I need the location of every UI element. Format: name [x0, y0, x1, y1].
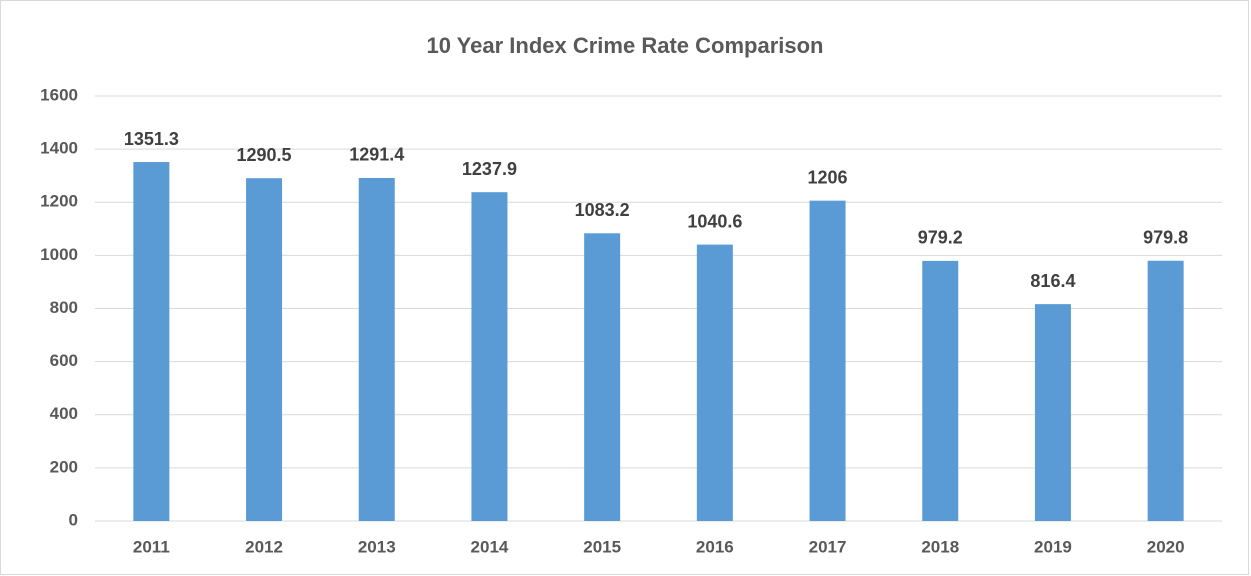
- bar: [358, 177, 395, 522]
- y-tick-label: 1400: [40, 139, 78, 158]
- chart-title: 10 Year Index Crime Rate Comparison: [427, 33, 824, 58]
- y-tick-label: 200: [50, 457, 78, 476]
- bar: [696, 244, 733, 521]
- y-tick-label: 1600: [40, 85, 78, 104]
- y-tick-label: 600: [50, 351, 78, 370]
- x-tick-label: 2017: [809, 537, 847, 556]
- bar: [246, 178, 283, 521]
- bar: [133, 162, 170, 521]
- x-tick-label: 2018: [921, 537, 959, 556]
- y-tick-label: 0: [69, 510, 78, 529]
- data-label: 1291.4: [349, 145, 404, 165]
- data-label: 1083.2: [575, 200, 630, 220]
- bar: [922, 260, 959, 521]
- y-tick-label: 1000: [40, 245, 78, 264]
- y-tick-label: 400: [50, 404, 78, 423]
- data-label: 1351.3: [124, 129, 179, 149]
- bar: [584, 233, 621, 521]
- data-label: 979.2: [918, 228, 963, 248]
- x-tick-label: 2011: [133, 537, 170, 556]
- bar: [1147, 260, 1184, 521]
- x-tick-label: 2013: [358, 537, 396, 556]
- data-label: 1206: [808, 167, 848, 187]
- data-label: 816.4: [1030, 271, 1075, 291]
- bar: [471, 192, 508, 522]
- data-label: 1040.6: [687, 211, 742, 231]
- bar: [809, 200, 846, 521]
- x-tick-label: 2014: [471, 537, 509, 556]
- data-label: 979.8: [1143, 227, 1188, 247]
- y-tick-label: 1200: [40, 192, 78, 211]
- x-tick-label: 2019: [1034, 537, 1072, 556]
- data-label: 1290.5: [237, 145, 292, 165]
- data-label: 1237.9: [462, 159, 517, 179]
- x-tick-label: 2015: [583, 537, 621, 556]
- x-tick-label: 2020: [1147, 537, 1185, 556]
- x-tick-label: 2016: [696, 537, 734, 556]
- bar: [1034, 304, 1071, 521]
- x-tick-label: 2012: [245, 537, 283, 556]
- y-tick-label: 800: [50, 298, 78, 317]
